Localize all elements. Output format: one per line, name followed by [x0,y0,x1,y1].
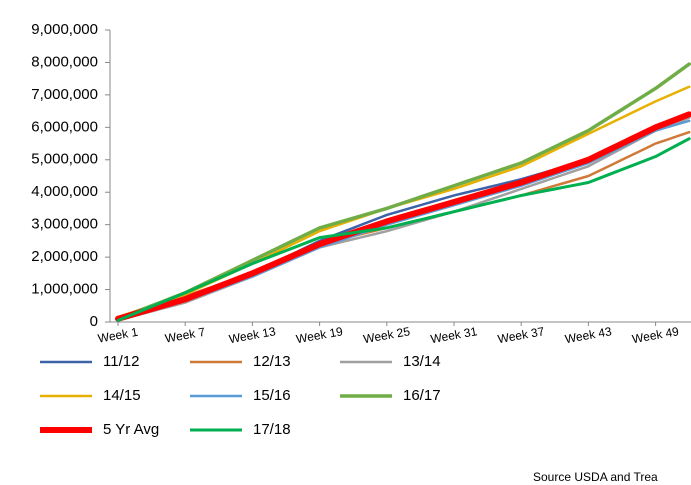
legend-label: 15/16 [253,387,291,404]
legend-label: 11/12 [103,353,139,370]
legend-label: 12/13 [253,353,291,370]
y-tick-label: 1,000,000 [31,281,98,298]
y-tick-label: 4,000,000 [31,183,98,200]
x-tick-label: Week 13 [228,324,277,346]
legend-label: 16/17 [403,387,441,404]
legend-label: 13/14 [403,353,441,370]
x-tick-label: Week 25 [362,324,411,346]
series-line [116,137,691,322]
y-tick-label: 2,000,000 [31,248,98,265]
y-tick-label: 7,000,000 [31,86,98,103]
x-tick-label: Week 49 [631,324,680,346]
x-tick-label: Week 37 [497,324,546,346]
y-tick-label: 5,000,000 [31,151,98,168]
y-tick-label: 0 [90,313,98,330]
y-tick-label: 3,000,000 [31,216,98,233]
source-note: Source USDA and Trea [533,470,658,484]
y-tick-label: 8,000,000 [31,53,98,70]
legend-label: 17/18 [253,421,291,438]
y-tick-label: 6,000,000 [31,118,98,135]
legend-label: 5 Yr Avg [103,421,159,438]
x-tick-label: Week 43 [564,324,613,346]
x-tick-label: Week 19 [295,324,344,346]
series-line [116,62,691,321]
legend-label: 14/15 [103,387,141,404]
x-tick-label: Week 31 [429,324,478,346]
y-tick-label: 9,000,000 [31,21,98,38]
x-tick-label: Week 1 [97,325,140,346]
series-line [115,111,691,322]
x-tick-label: Week 7 [164,325,207,346]
